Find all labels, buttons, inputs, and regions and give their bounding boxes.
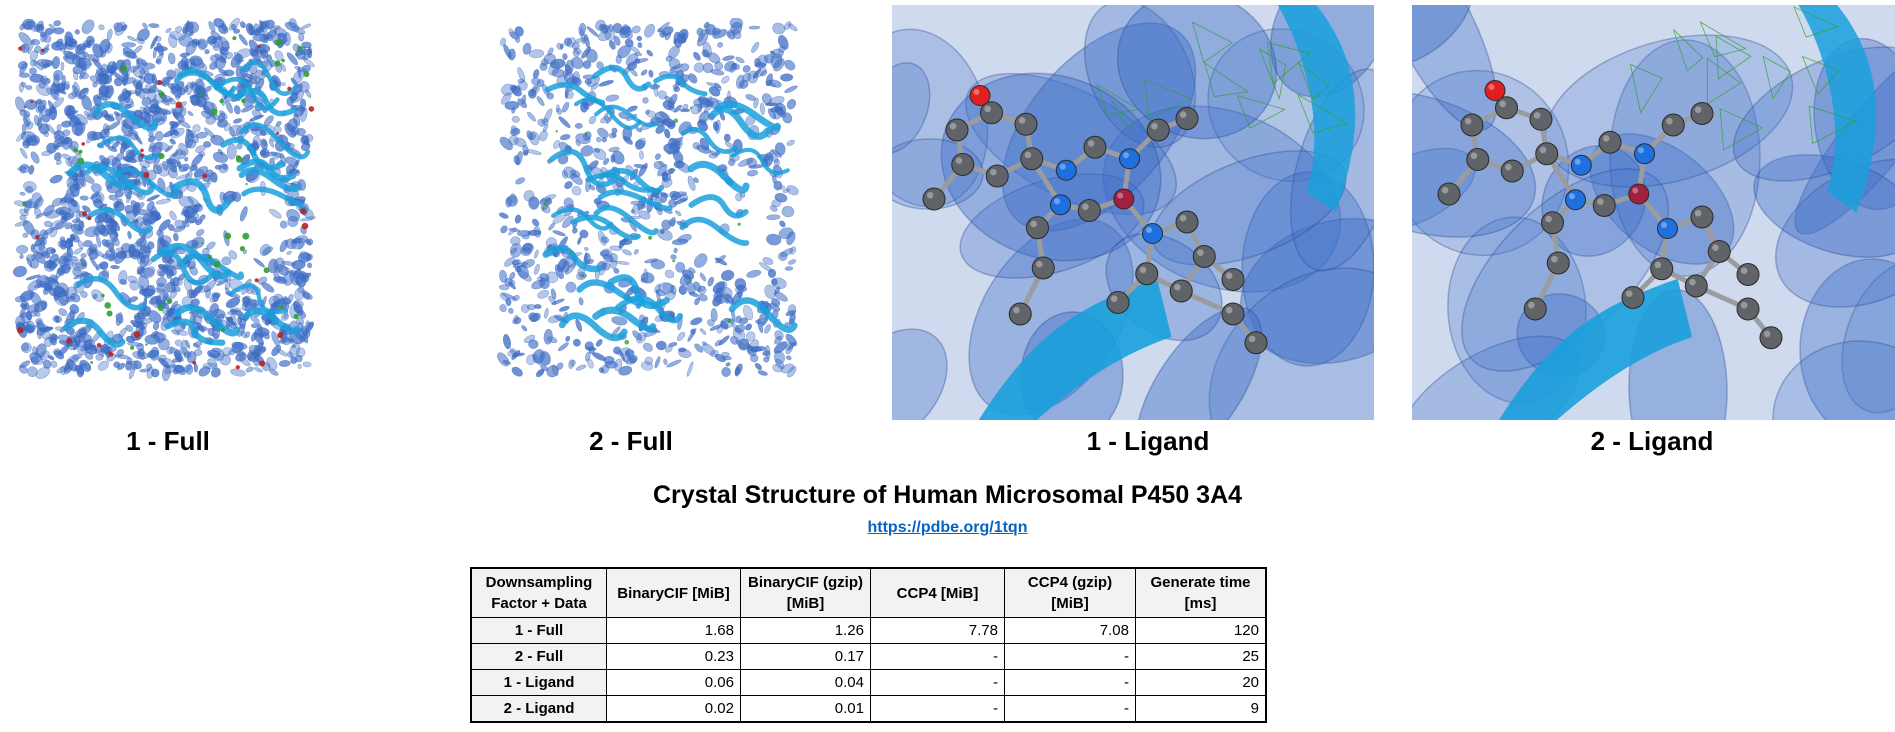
size-comparison-table: Downsampling Factor + Data BinaryCIF [Mi… [470,567,1267,723]
generate-time-cell: 9 [1135,695,1266,722]
column-header: BinaryCIF [MiB] [606,568,741,618]
panel-caption: 2 - Ligand [1590,426,1714,456]
ligand-density-render [892,5,1374,420]
column-header: Downsampling Factor + Data [471,568,607,618]
column-header: Generate time [ms] [1135,568,1266,618]
ccp4-gzip-cell: - [1004,669,1136,696]
generate-time-cell: 20 [1135,669,1266,696]
row-label: 1 - Ligand [471,669,607,696]
binarycif-cell: 0.02 [606,695,741,722]
generate-time-cell: 120 [1135,617,1266,644]
table-row: 2 - Full 0.23 0.17 - - 25 [471,643,1266,670]
binarycif-cell: 0.06 [606,669,741,696]
generate-time-cell: 25 [1135,643,1266,670]
ccp4-gzip-cell: 7.08 [1004,617,1136,644]
ligand-map-image-2 [1412,5,1895,420]
binarycif-gzip-cell: 0.17 [740,643,871,670]
panel-caption: 1 - Full [126,426,210,456]
ccp4-cell: - [870,643,1005,670]
panel-caption: 1 - Ligand [1086,426,1210,456]
binarycif-gzip-cell: 1.26 [740,617,871,644]
row-label: 2 - Full [471,643,607,670]
density-map-render [497,18,799,378]
row-label: 1 - Full [471,617,607,644]
binarycif-cell: 1.68 [606,617,741,644]
column-header: CCP4 (gzip) [MiB] [1004,568,1136,618]
binarycif-gzip-cell: 0.04 [740,669,871,696]
ccp4-gzip-cell: - [1004,643,1136,670]
density-map-render [12,18,316,382]
binarycif-cell: 0.23 [606,643,741,670]
column-header: BinaryCIF (gzip) [MiB] [740,568,871,618]
pdbe-link[interactable]: https://pdbe.org/1tqn [867,519,1028,536]
full-map-image-1 [12,18,322,383]
table-row: 1 - Full 1.68 1.26 7.78 7.08 120 [471,617,1266,644]
row-label: 2 - Ligand [471,695,607,722]
ccp4-cell: - [870,695,1005,722]
figure-title: Crystal Structure of Human Microsomal P4… [652,481,1243,509]
table-header-row: Downsampling Factor + Data BinaryCIF [Mi… [471,568,1266,618]
ccp4-cell: 7.78 [870,617,1005,644]
ccp4-gzip-cell: - [1004,695,1136,722]
binarycif-gzip-cell: 0.01 [740,695,871,722]
table-row: 2 - Ligand 0.02 0.01 - - 9 [471,695,1266,722]
panel-caption: 2 - Full [589,426,673,456]
table-row: 1 - Ligand 0.06 0.04 - - 20 [471,669,1266,696]
ligand-map-image-1 [892,5,1374,420]
full-map-image-2 [495,18,805,383]
ccp4-cell: - [870,669,1005,696]
column-header: CCP4 [MiB] [870,568,1005,618]
ligand-density-render [1412,5,1895,420]
